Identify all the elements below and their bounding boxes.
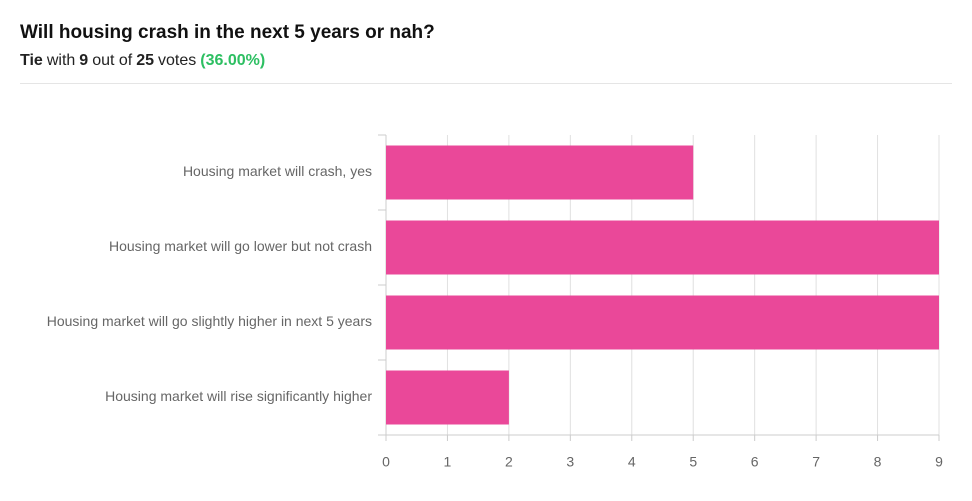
summary-text: out of	[92, 52, 133, 69]
summary-total: 25	[136, 52, 155, 69]
summary-count: 9	[79, 52, 89, 69]
y-tick-label: Housing market will crash, yes	[183, 163, 372, 179]
x-tick-label: 7	[812, 454, 820, 470]
summary-text: votes	[158, 52, 197, 69]
summary-text: with	[46, 52, 76, 69]
x-tick-label: 4	[628, 454, 636, 470]
bar	[386, 145, 694, 200]
summary-winner: Tie	[20, 52, 43, 69]
poll-summary: Tie with 9 out of 25 votes (36.00%)	[20, 52, 269, 70]
x-tick-label: 8	[874, 454, 882, 470]
x-tick-label: 0	[382, 454, 390, 470]
summary-percent: (36.00%)	[200, 52, 266, 69]
bar	[386, 295, 939, 350]
x-tick-label: 3	[566, 454, 574, 470]
x-tick-label: 5	[689, 454, 697, 470]
x-tick-label: 2	[505, 454, 513, 470]
x-tick-label: 1	[444, 454, 452, 470]
bar	[386, 370, 509, 425]
separator	[20, 83, 952, 84]
y-tick-label: Housing market will rise significantly h…	[105, 388, 372, 404]
y-tick-label: Housing market will go slightly higher i…	[47, 313, 372, 329]
y-tick-label: Housing market will go lower but not cra…	[109, 238, 372, 254]
poll-title: Will housing crash in the next 5 years o…	[20, 22, 435, 43]
x-tick-label: 6	[751, 454, 759, 470]
x-tick-label: 9	[935, 454, 943, 470]
bar	[386, 220, 939, 275]
